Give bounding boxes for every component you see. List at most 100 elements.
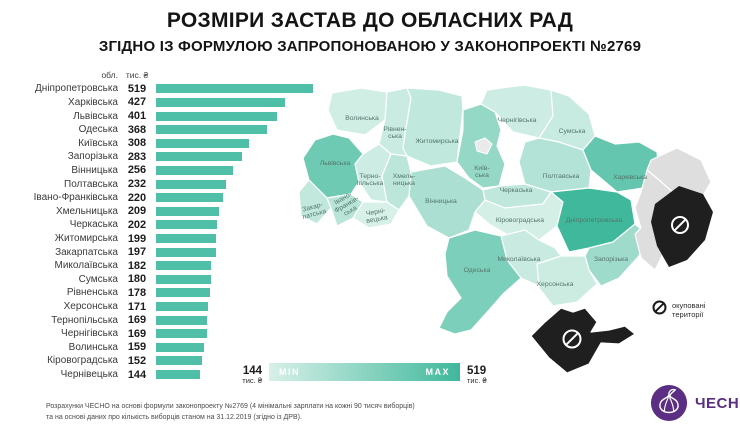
bar	[156, 329, 208, 339]
no-entry-icon	[562, 329, 582, 349]
column-header-value: тис. ₴	[125, 70, 149, 80]
bar-label: Чернігівська	[61, 328, 118, 340]
region-label-ternopilska: Терно-пільська	[357, 173, 384, 187]
gradient-bar: MIN MAX	[269, 363, 460, 381]
region-label-poltavska: Полтавська	[543, 173, 580, 180]
scale-min-unit: тис. ₴	[242, 376, 262, 386]
bar-row: Дніпропетровська 519	[0, 82, 330, 96]
bar-value: 169	[127, 314, 147, 327]
bar-value: 199	[127, 232, 147, 245]
bar-label: Херсонська	[63, 301, 118, 313]
occupied-legend-text: окуповані території	[672, 300, 705, 319]
bar	[156, 261, 212, 271]
bar-value: 202	[127, 218, 147, 231]
bar-row: Харківська 427	[0, 96, 330, 110]
bar	[156, 274, 211, 284]
bar-value: 171	[127, 300, 147, 313]
logo-wordmark: ЧЕСНО	[695, 394, 740, 412]
bar	[156, 288, 210, 298]
bar	[156, 138, 250, 148]
region-label-zhytomyrska: Житомирська	[416, 138, 459, 145]
bar-value: 368	[127, 123, 147, 136]
bar-row: Запорізька 283	[0, 150, 330, 164]
bar	[156, 111, 278, 121]
bar-label: Київська	[78, 137, 118, 149]
bar-label: Харківська	[68, 96, 118, 108]
bar-value: 159	[127, 341, 147, 354]
bar-row: Рівненська 178	[0, 286, 330, 300]
ukraine-map-svg: Волинська Рівнен-ська Житомирська Київ-ська…	[298, 84, 713, 374]
bar-label: Одеська	[78, 124, 118, 136]
bar-chart: Дніпропетровська 519 Харківська 427 Львівськ…	[0, 82, 330, 381]
page-title: РОЗМІРИ ЗАСТАВ ДО ОБЛАСНИХ РАД	[166, 9, 574, 32]
region-crimea	[530, 307, 636, 374]
region-label-dnipropetrovska: Дніпропетровська	[566, 216, 623, 224]
bar-label: Івано-Франківська	[33, 192, 118, 204]
bar-row: Кіровоградська 152	[0, 354, 330, 368]
bar	[156, 247, 216, 257]
bar-label: Хмельницька	[55, 205, 118, 217]
region-label-kharkivska: Харківська	[613, 173, 647, 181]
region-khersonska	[536, 255, 598, 307]
bar	[156, 125, 268, 135]
chart-column-headers: обл. тис. ₴	[0, 70, 156, 80]
bar-label: Сумська	[78, 273, 118, 285]
bar	[156, 84, 313, 94]
bar-label: Полтавська	[64, 178, 118, 190]
bar-value: 519	[127, 82, 147, 95]
ukraine-map: Волинська Рівнен-ська Житомирська Київ-ська…	[298, 80, 740, 380]
bar	[156, 356, 202, 366]
region-kyiv-city	[474, 137, 493, 155]
garlic-icon	[650, 384, 688, 422]
source-note-line1: Розрахунки ЧЕСНО на основі формули закон…	[46, 403, 415, 410]
gradient-max-label: MAX	[425, 367, 450, 377]
region-label-vinnytska: Вінницька	[425, 197, 457, 205]
bar	[156, 220, 218, 230]
bar-value: 427	[127, 96, 147, 109]
bar-value: 209	[127, 205, 147, 218]
occupied-legend-line1: окуповані	[672, 301, 706, 310]
bar-value: 308	[127, 137, 147, 150]
occupied-donbas-overlay	[651, 186, 713, 267]
bar-row: Полтавська 232	[0, 177, 330, 191]
bar	[156, 152, 242, 162]
region-label-sumska: Сумська	[559, 128, 586, 135]
region-label-rivnenska: Рівнен-ська	[383, 125, 406, 140]
region-label-mykolaivska: Миколаївська	[497, 256, 540, 263]
bar-row: Херсонська 171	[0, 300, 330, 314]
bar	[156, 302, 208, 312]
page-subtitle: ЗГІДНО ІЗ ФОРМУЛОЮ ЗАПРОПОНОВАНОЮ У ЗАКО…	[98, 38, 642, 55]
region-label-khersonska: Херсонська	[537, 281, 574, 288]
region-chernivetska	[352, 201, 400, 229]
bar	[156, 206, 220, 216]
bar-label: Вінницька	[71, 164, 118, 176]
bar	[156, 193, 223, 203]
bar-label: Чернівецька	[60, 369, 118, 381]
bar-label: Кіровоградська	[47, 355, 118, 367]
scale-min-value: 144 тис. ₴	[234, 365, 262, 385]
bar	[156, 342, 205, 352]
occupied-territories-legend: окуповані території	[652, 300, 705, 319]
bar-row: Миколаївська 182	[0, 259, 330, 273]
bar-value: 401	[127, 110, 147, 123]
source-note-line2: та на основі даних про кількість виборці…	[46, 413, 302, 421]
bar-value: 256	[127, 164, 147, 177]
bar	[156, 370, 200, 380]
bar	[156, 97, 286, 107]
region-label-chernivetska: Черні-вецька	[364, 206, 388, 225]
color-scale-legend: 144 тис. ₴ MIN MAX 519 тис. ₴	[234, 363, 495, 385]
no-entry-icon	[652, 300, 667, 315]
region-label-kyivska: Київ-ська	[474, 165, 490, 179]
scale-max-value: 519 тис. ₴	[467, 365, 495, 385]
region-label-cherkaska: Черкаська	[500, 187, 533, 194]
bar-value: 220	[127, 191, 147, 204]
region-zhytomyrska	[402, 87, 464, 167]
region-label-chernihivska: Чернігівська	[498, 116, 537, 124]
no-entry-icon	[671, 216, 689, 234]
bar-value: 197	[127, 246, 147, 259]
bar-label: Тернопільська	[51, 314, 118, 326]
bar-value: 178	[127, 286, 147, 299]
bar	[156, 315, 208, 325]
bar-label: Закарпатська	[55, 246, 118, 258]
